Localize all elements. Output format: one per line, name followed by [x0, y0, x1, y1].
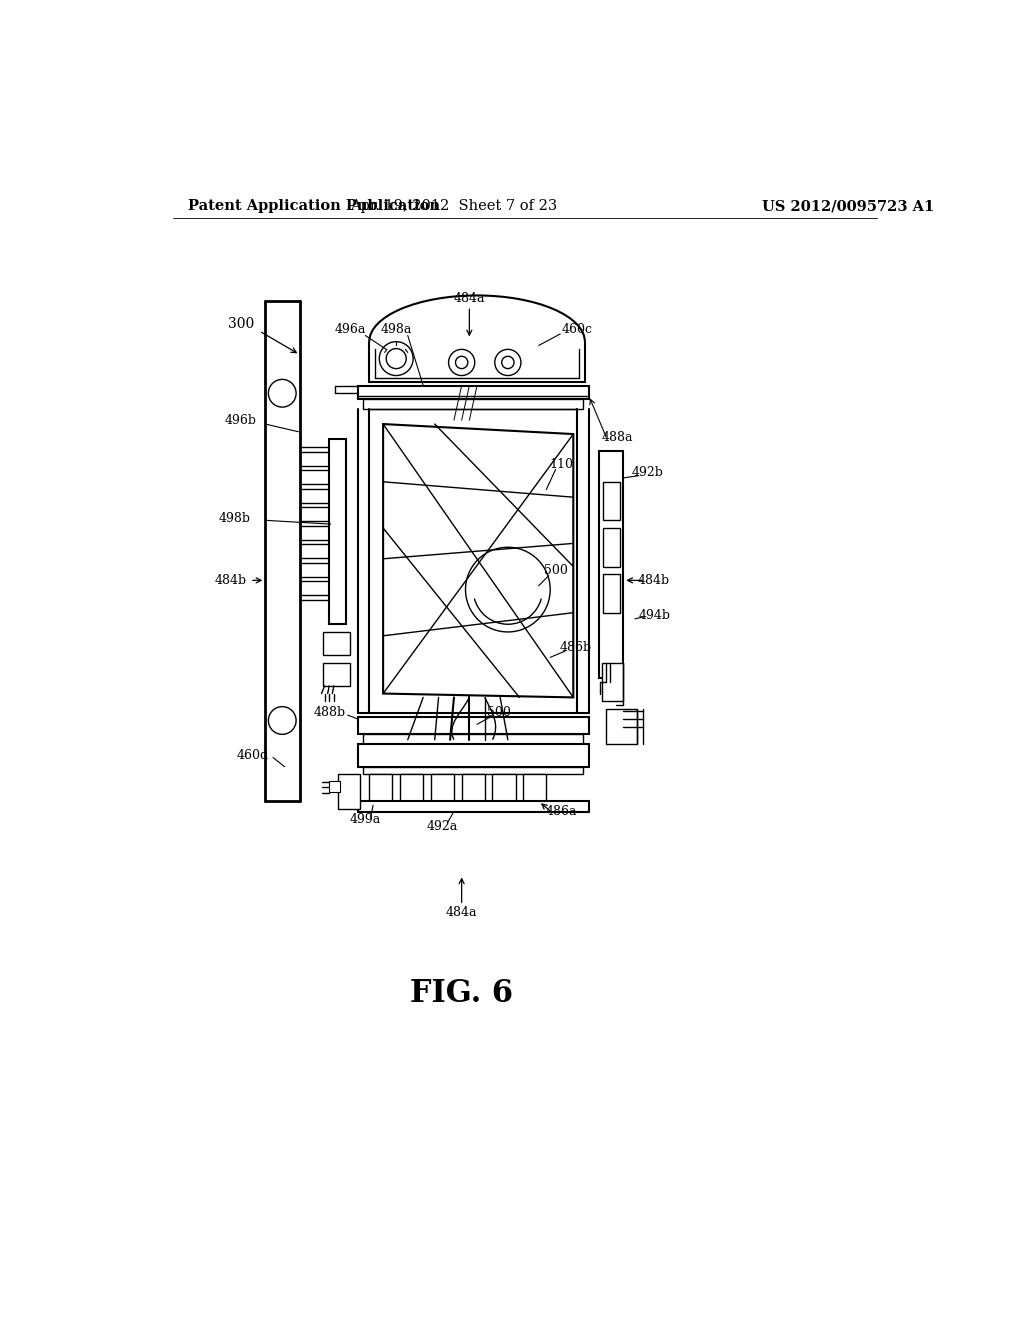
Bar [602, 663, 624, 701]
Bar [602, 482, 620, 520]
Bar [364, 400, 584, 409]
Text: 460d: 460d [237, 748, 268, 762]
Circle shape [268, 706, 296, 734]
Text: 484a: 484a [445, 907, 477, 920]
Text: 486b: 486b [559, 640, 592, 653]
Text: 499a: 499a [350, 813, 381, 825]
Bar [364, 734, 584, 744]
Bar [602, 528, 620, 566]
Circle shape [386, 348, 407, 368]
Text: 492a: 492a [427, 820, 458, 833]
Circle shape [268, 379, 296, 407]
Text: 496b: 496b [224, 413, 257, 426]
Text: 486a: 486a [546, 805, 578, 818]
Bar [602, 574, 620, 612]
Bar [357, 800, 589, 812]
Text: 500: 500 [545, 564, 568, 577]
Text: 488b: 488b [313, 706, 345, 719]
Text: Patent Application Publication: Patent Application Publication [188, 199, 440, 213]
Bar [339, 775, 360, 809]
Bar [606, 709, 637, 743]
Text: 484b: 484b [638, 574, 671, 587]
Bar [330, 440, 346, 624]
Bar [400, 774, 423, 800]
Text: US 2012/0095723 A1: US 2012/0095723 A1 [762, 199, 934, 213]
Text: 500: 500 [486, 706, 511, 719]
Text: 498a: 498a [381, 323, 412, 335]
Bar [323, 632, 350, 655]
Bar [431, 774, 454, 800]
Bar [599, 451, 624, 678]
Text: FIG. 6: FIG. 6 [411, 978, 513, 1010]
Bar [370, 774, 392, 800]
Text: 492b: 492b [632, 466, 664, 479]
Text: 484b: 484b [215, 574, 247, 587]
Circle shape [449, 350, 475, 376]
Bar [364, 767, 584, 774]
Polygon shape [383, 424, 573, 697]
Bar [357, 717, 589, 734]
Circle shape [466, 548, 550, 632]
Text: 494b: 494b [638, 609, 670, 622]
Circle shape [456, 356, 468, 368]
Text: 496a: 496a [334, 323, 366, 335]
Text: 460c: 460c [561, 323, 593, 335]
Bar [330, 780, 340, 792]
Bar [523, 774, 547, 800]
Text: Apr. 19, 2012  Sheet 7 of 23: Apr. 19, 2012 Sheet 7 of 23 [350, 199, 558, 213]
Text: 484a: 484a [454, 292, 485, 305]
Circle shape [495, 350, 521, 376]
Text: 498b: 498b [218, 512, 251, 525]
Text: 300: 300 [227, 317, 254, 331]
Circle shape [502, 356, 514, 368]
Bar [323, 663, 350, 686]
Bar [357, 744, 589, 767]
Text: 488a: 488a [601, 430, 633, 444]
Bar [493, 774, 515, 800]
Bar [462, 774, 484, 800]
Circle shape [379, 342, 413, 376]
Text: 110: 110 [550, 458, 573, 471]
Bar [357, 385, 589, 400]
